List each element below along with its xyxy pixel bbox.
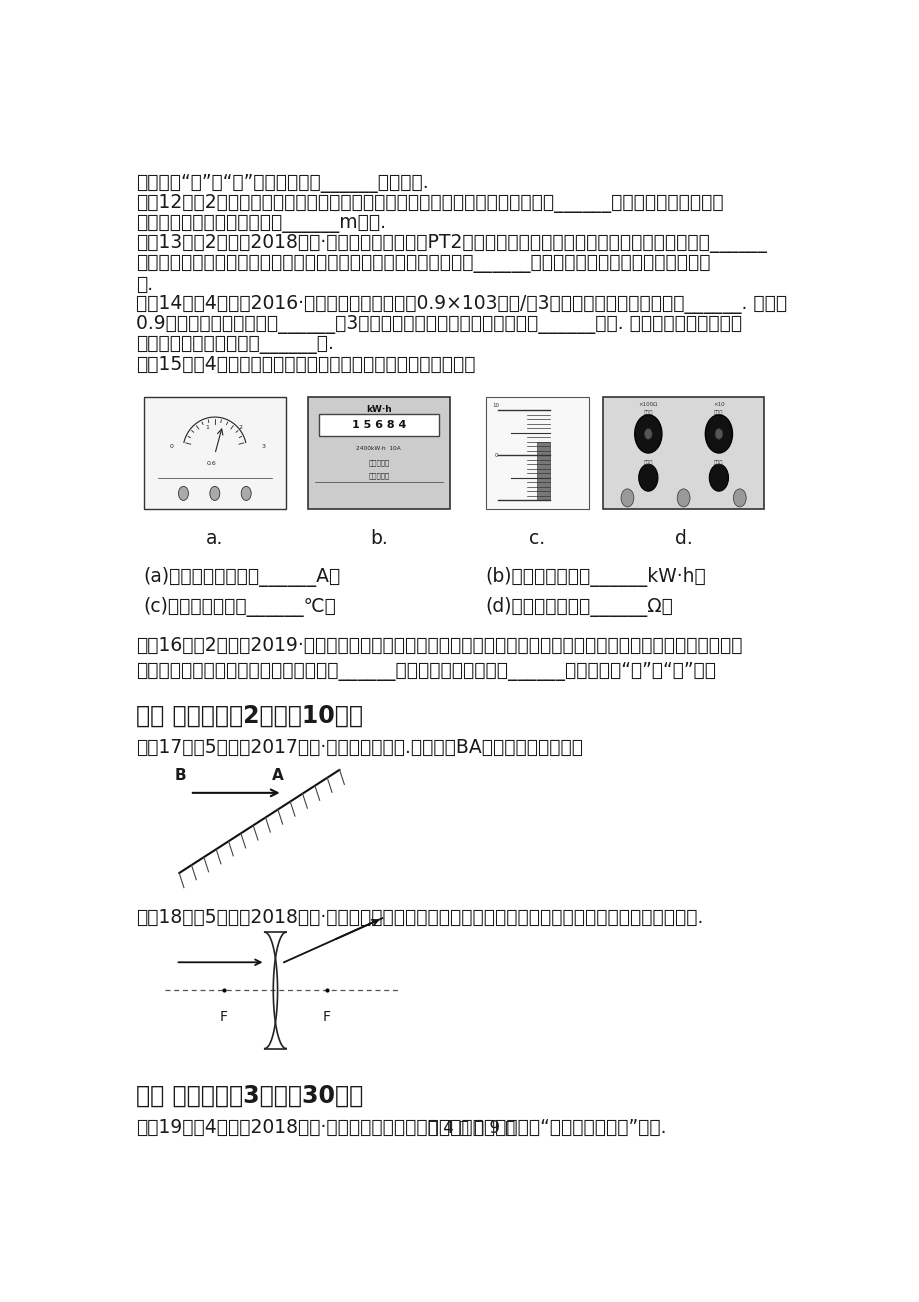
Text: 0: 0: [170, 444, 174, 449]
Text: 单相电能表: 单相电能表: [368, 460, 389, 466]
Text: ×100Ω: ×100Ω: [638, 402, 657, 408]
Text: 3: 3: [261, 444, 265, 449]
Circle shape: [210, 487, 220, 500]
Text: b.: b.: [369, 529, 387, 548]
Bar: [319, 414, 438, 436]
Text: a.: a.: [206, 529, 223, 548]
Text: 大调阳: 大调阳: [643, 410, 652, 415]
Text: 19．（4分）（2018九下·无锡月考）小明用如图所示的实验装置，做“探究冰融化特点”实验.: 19．（4分）（2018九下·无锡月考）小明用如图所示的实验装置，做“探究冰融化…: [136, 1117, 666, 1137]
Text: 大调阳: 大调阳: [713, 410, 723, 415]
Circle shape: [634, 415, 661, 453]
Text: 小调阳: 小调阳: [713, 460, 723, 465]
Text: 1: 1: [206, 424, 210, 430]
Text: (b)电能表的示数为______kW·h；: (b)电能表的示数为______kW·h；: [485, 568, 706, 587]
Text: 望远镜都有物镜和目镜。显微镜的物镜是______透镜；望远镜的目镜是______透镜（选填“凸”或“凹”）。: 望远镜都有物镜和目镜。显微镜的物镜是______透镜；望远镜的目镜是______…: [136, 661, 716, 681]
Text: 10: 10: [492, 404, 499, 409]
Text: 的声音，“静”和“幽”描述了声音的______这一特征.: 的声音，“静”和“幽”描述了声音的______这一特征.: [136, 174, 428, 193]
Text: F: F: [220, 1010, 228, 1025]
Text: 2: 2: [238, 424, 243, 430]
Circle shape: [620, 488, 633, 506]
Text: d.: d.: [674, 529, 692, 548]
Text: 四、 实验题（共3题；內30分）: 四、 实验题（共3题；內30分）: [136, 1083, 363, 1108]
Text: 小调阳: 小调阳: [643, 460, 652, 465]
Text: 则它在水中受到的浮力为______牛.: 则它在水中受到的浮力为______牛.: [136, 335, 334, 354]
Text: (c)温度计的示数为______℃；: (c)温度计的示数为______℃；: [143, 598, 336, 617]
Text: 0.9千克的冰块，其体积为______米3，若它完全融化成水之后水的质量为______千克. 若将该冰块放入水中，: 0.9千克的冰块，其体积为______米3，若它完全融化成水之后水的质量为___…: [136, 315, 742, 333]
Circle shape: [638, 465, 657, 491]
Bar: [537, 441, 550, 500]
Text: 13．（2分）（2018九上·九江期末）长征二号PT2运载火箭选用液态氢做燃料，主要是因为液态氢的______: 13．（2分）（2018九上·九江期末）长征二号PT2运载火箭选用液态氢做燃料，…: [136, 234, 766, 254]
Text: (d)电阔笱的示数为______Ω。: (d)电阔笱的示数为______Ω。: [485, 598, 673, 617]
Circle shape: [714, 428, 722, 439]
Text: F: F: [323, 1010, 331, 1025]
Circle shape: [705, 415, 732, 453]
Text: 第 4 页 八 9 页: 第 4 页 八 9 页: [427, 1118, 515, 1137]
Text: 1 5 6 8 4: 1 5 6 8 4: [351, 421, 405, 430]
Circle shape: [709, 465, 728, 491]
Text: 讲话的回声，则必须距障碍物______m以上.: 讲话的回声，则必须距障碍物______m以上.: [136, 215, 386, 233]
Text: A: A: [272, 768, 283, 783]
Text: 2400kW·h  10A: 2400kW·h 10A: [356, 447, 401, 452]
Text: 高；火箭外表涂有一层特殊物质，可利用该物质在发生物态变化时要______热，从而避免高速运行的火箭温度过: 高；火箭外表涂有一层特殊物质，可利用该物质在发生物态变化时要______热，从而…: [136, 254, 710, 273]
Circle shape: [241, 487, 251, 500]
Text: B: B: [175, 768, 186, 783]
Text: (a)通过导体的电流为______A；: (a)通过导体的电流为______A；: [143, 568, 340, 587]
Text: 17．（5分）（2017九上·四川期末）如图.画出箭头BA关于平面镜所成的像: 17．（5分）（2017九上·四川期末）如图.画出箭头BA关于平面镜所成的像: [136, 738, 583, 756]
Text: kW·h: kW·h: [366, 405, 391, 414]
Text: 三、 作图题（共2题；共10分）: 三、 作图题（共2题；共10分）: [136, 703, 363, 728]
Text: 高.: 高.: [136, 275, 153, 293]
Circle shape: [644, 428, 652, 439]
Text: 某某仪表厂: 某某仪表厂: [368, 473, 389, 479]
Text: 18．（5分）（2018九下·东台月考）如图，光线经过凹透镜会发生折射，请画出折射光线或入射光线.: 18．（5分）（2018九下·东台月考）如图，光线经过凹透镜会发生折射，请画出折…: [136, 909, 703, 927]
Bar: [143, 397, 286, 509]
Text: 15．（4分）请你将图所示的测量结果记录在相应的空格中。: 15．（4分）请你将图所示的测量结果记录在相应的空格中。: [136, 354, 475, 374]
Text: 0.6: 0.6: [207, 461, 217, 466]
Text: 14．（4分）（2016·徐汇模拟）冰的密度为0.9×103千克/米3，表示每立方米冰的质量为______. 质量为: 14．（4分）（2016·徐汇模拟）冰的密度为0.9×103千克/米3，表示每立…: [136, 294, 787, 314]
Circle shape: [178, 487, 188, 500]
Circle shape: [676, 488, 689, 506]
Text: ×10: ×10: [712, 402, 724, 408]
Bar: [307, 397, 449, 509]
Text: 16．（2分）（2019·天门）小明同学参加了学校生物标本制作小组和天文观测兴趣小组，使用简易的显微镜和: 16．（2分）（2019·天门）小明同学参加了学校生物标本制作小组和天文观测兴趣…: [136, 635, 742, 655]
Text: c.: c.: [528, 529, 545, 548]
Text: 0: 0: [494, 453, 497, 458]
Bar: [485, 397, 588, 509]
Bar: [603, 397, 763, 509]
Circle shape: [732, 488, 745, 506]
Text: 12．（2分）空气中，人耳能把回声和原声区分开，则回声到达人耳比原声晚______以上，人若要听清自己: 12．（2分）空气中，人耳能把回声和原声区分开，则回声到达人耳比原声晚_____…: [136, 194, 723, 214]
